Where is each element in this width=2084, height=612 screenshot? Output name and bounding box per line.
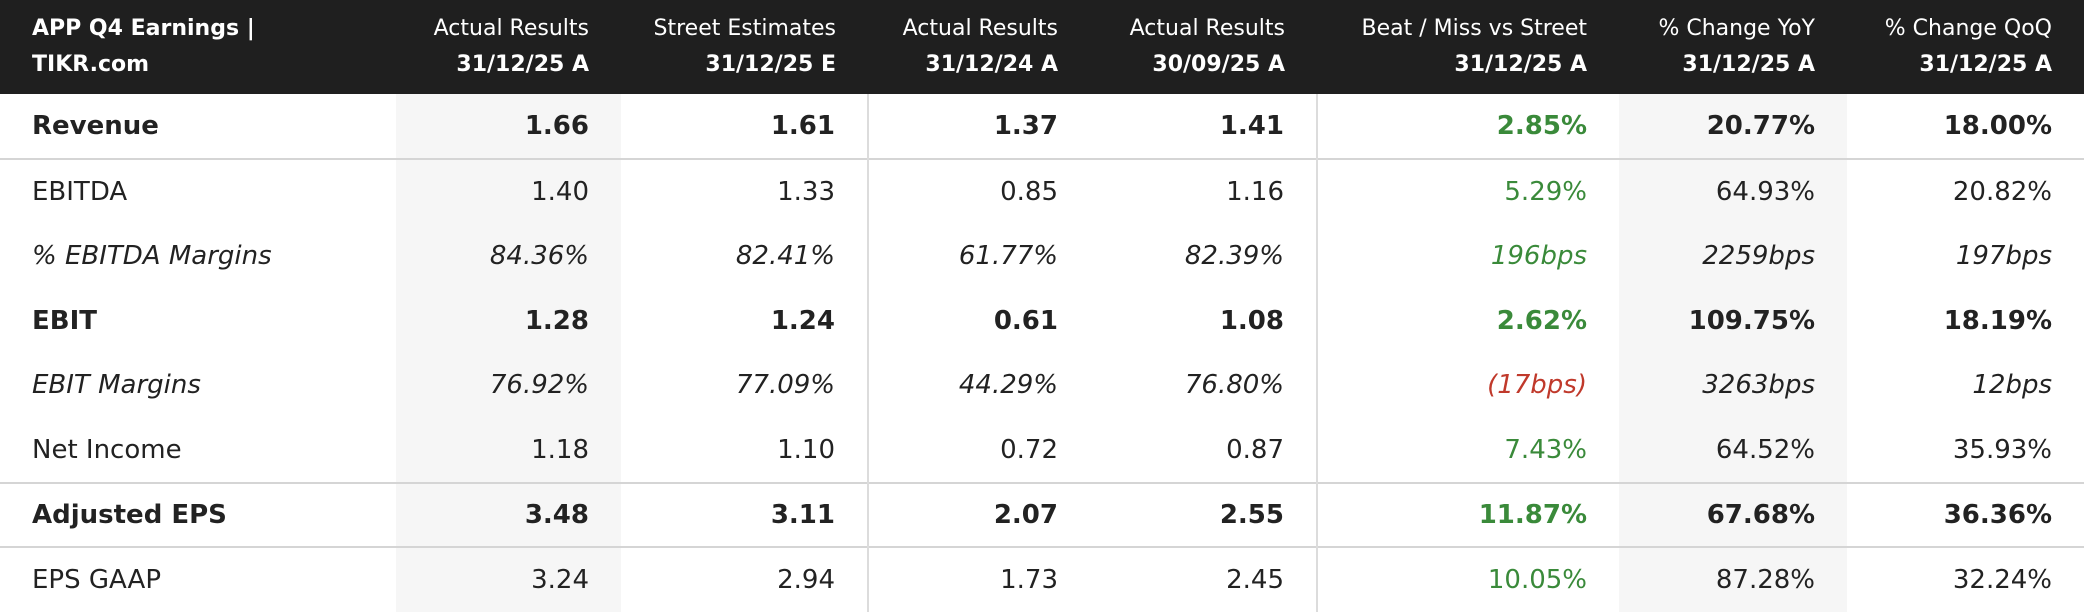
header-row: APP Q4 Earnings | TIKR.com Actual Result… bbox=[0, 0, 2084, 94]
table-cell: 76.80% bbox=[1184, 370, 1284, 401]
table-cell: 77.09% bbox=[735, 370, 835, 401]
column-header: Actual Results 31/12/24 A bbox=[868, 0, 1090, 94]
table-body: Revenue 1.66 1.61 1.37 1.41 2.85% 20.77% 18.00%… bbox=[0, 94, 2084, 612]
table-row: Net Income 1.18 1.10 0.72 0.87 7.43% 64.52% 35.… bbox=[0, 417, 2084, 483]
table-cell: 1.08 bbox=[1219, 305, 1284, 336]
table-row: Revenue 1.66 1.61 1.37 1.41 2.85% 20.77% 18.00% bbox=[0, 94, 2084, 159]
table-row: Adjusted EPS 3.48 3.11 2.07 2.55 11.87% 67.68%… bbox=[0, 481, 2084, 548]
column-name: Actual Results bbox=[433, 16, 589, 41]
row-label: % EBITDA Margins bbox=[32, 240, 272, 271]
row-label: EBIT bbox=[32, 305, 97, 336]
table-cell: 109.75% bbox=[1619, 288, 1847, 353]
table-cell: 3.48 bbox=[396, 481, 621, 548]
table-row: % EBITDA Margins 84.36% 82.41% 61.77% 82.39%… bbox=[0, 223, 2084, 289]
table-cell: 82.41% bbox=[735, 240, 835, 271]
table-cell: 1.40 bbox=[396, 157, 621, 224]
table-cell: 2.55 bbox=[1090, 481, 1317, 548]
table-cell: 3.11 bbox=[621, 481, 868, 548]
row-label: Net Income bbox=[32, 434, 182, 465]
table-row: EBITDA 1.40 1.33 0.85 1.16 5.29% 64.93% 20.82% bbox=[0, 157, 2084, 224]
table-row: EPS GAAP 3.24 2.94 1.73 2.45 10.05% 87.28% 32.2… bbox=[0, 546, 2084, 612]
row-label: Adjusted EPS bbox=[0, 481, 396, 548]
table-cell: 10.05% bbox=[1316, 546, 1619, 612]
column-name: Beat / Miss vs Street bbox=[1361, 16, 1587, 41]
table-cell: 64.93% bbox=[1619, 157, 1847, 224]
row-label: EBITDA bbox=[0, 157, 396, 224]
table-cell: 197bps bbox=[1955, 240, 2052, 271]
table-header: APP Q4 Earnings | TIKR.com Actual Result… bbox=[0, 0, 2084, 94]
column-date: 31/12/25 A bbox=[1919, 52, 2052, 77]
table-cell: 1.10 bbox=[777, 434, 835, 465]
table-cell: 61.77% bbox=[867, 223, 1090, 289]
table-cell: 0.72 bbox=[867, 417, 1090, 483]
column-name: Actual Results bbox=[1129, 16, 1285, 41]
table-cell: 84.36% bbox=[396, 223, 621, 289]
table-cell: (17bps) bbox=[1316, 353, 1619, 418]
column-header: Beat / Miss vs Street 31/12/25 A bbox=[1317, 0, 1619, 94]
table-cell: 18.19% bbox=[1943, 305, 2052, 336]
row-label: Revenue bbox=[32, 110, 159, 141]
table-cell: 18.00% bbox=[1943, 110, 2052, 141]
table-cell: 2.07 bbox=[867, 481, 1090, 548]
column-date: 31/12/25 A bbox=[456, 52, 589, 77]
column-header: % Change YoY 31/12/25 A bbox=[1619, 0, 1847, 94]
table-cell: 0.85 bbox=[867, 157, 1090, 224]
table-cell: 0.87 bbox=[1226, 434, 1284, 465]
row-label: EPS GAAP bbox=[0, 546, 396, 612]
column-header: Street Estimates 31/12/25 E bbox=[621, 0, 868, 94]
table-cell: 32.24% bbox=[1847, 546, 2084, 612]
table-cell: 64.52% bbox=[1619, 417, 1847, 483]
table-cell: 36.36% bbox=[1847, 481, 2084, 548]
table-cell: 7.43% bbox=[1316, 417, 1619, 483]
table-cell: 3.24 bbox=[396, 546, 621, 612]
table-cell: 1.41 bbox=[1219, 110, 1284, 141]
row-label: EBIT Margins bbox=[32, 370, 201, 401]
column-date: 31/12/25 E bbox=[705, 52, 836, 77]
column-header: Actual Results 31/12/25 A bbox=[396, 0, 621, 94]
table-cell: 87.28% bbox=[1619, 546, 1847, 612]
table-cell: 2.94 bbox=[621, 546, 868, 612]
table-cell: 35.93% bbox=[1952, 434, 2052, 465]
table-cell: 11.87% bbox=[1316, 481, 1619, 548]
table-cell: 1.18 bbox=[396, 417, 621, 483]
column-date: 31/12/25 A bbox=[1454, 52, 1587, 77]
column-name: % Change QoQ bbox=[1884, 16, 2052, 41]
table-cell: 1.61 bbox=[770, 110, 835, 141]
table-cell: 1.16 bbox=[1090, 157, 1317, 224]
table-cell: 20.77% bbox=[1619, 94, 1847, 159]
column-date: 30/09/25 A bbox=[1152, 52, 1285, 77]
table-cell: 1.24 bbox=[770, 305, 835, 336]
table-cell: 12bps bbox=[1972, 370, 2052, 401]
table-cell: 1.37 bbox=[867, 94, 1090, 159]
table-cell: 1.73 bbox=[867, 546, 1090, 612]
table-cell: 3263bps bbox=[1619, 353, 1847, 418]
table-cell: 2.45 bbox=[1090, 546, 1317, 612]
column-name: Actual Results bbox=[902, 16, 1058, 41]
table-cell: 2.62% bbox=[1316, 288, 1619, 353]
table-cell: 82.39% bbox=[1184, 240, 1284, 271]
table-cell: 196bps bbox=[1316, 223, 1619, 289]
table-cell: 1.33 bbox=[621, 157, 868, 224]
table-cell: 0.61 bbox=[867, 288, 1090, 353]
table-title: APP Q4 Earnings | TIKR.com bbox=[32, 16, 255, 77]
table-cell: 2259bps bbox=[1619, 223, 1847, 289]
column-name: % Change YoY bbox=[1658, 16, 1815, 41]
column-date: 31/12/25 A bbox=[1682, 52, 1815, 77]
table-cell: 67.68% bbox=[1619, 481, 1847, 548]
column-header: Actual Results 30/09/25 A bbox=[1090, 0, 1317, 94]
column-header: % Change QoQ 31/12/25 A bbox=[1847, 0, 2084, 94]
table-cell: 1.66 bbox=[396, 94, 621, 159]
table-cell: 1.28 bbox=[396, 288, 621, 353]
table-cell: 76.92% bbox=[396, 353, 621, 418]
table-row: EBIT Margins 76.92% 77.09% 44.29% 76.80% (17b… bbox=[0, 353, 2084, 418]
table-cell: 5.29% bbox=[1316, 157, 1619, 224]
table-cell: 2.85% bbox=[1316, 94, 1619, 159]
table-row: EBIT 1.28 1.24 0.61 1.08 2.62% 109.75% 18.19% bbox=[0, 288, 2084, 353]
table-cell: 44.29% bbox=[867, 353, 1090, 418]
column-date: 31/12/24 A bbox=[925, 52, 1058, 77]
column-name: Street Estimates bbox=[653, 16, 836, 41]
table-cell: 20.82% bbox=[1847, 157, 2084, 224]
